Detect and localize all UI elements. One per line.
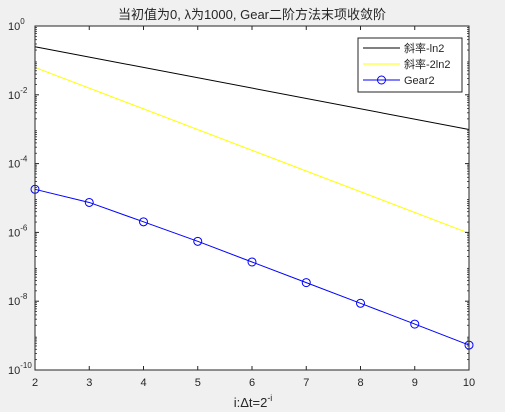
x-tick-label-8: 10 [463, 377, 475, 389]
legend-marker-gear2 [377, 75, 386, 85]
y-tick-label-mantissa: 10 [8, 159, 20, 171]
series-2-point-7 [410, 319, 420, 329]
x-axis-label-main: i:Δt=2 [234, 395, 268, 410]
y-tick-label-mantissa: 10 [8, 227, 20, 239]
y-tick-label-mantissa: 10 [8, 365, 20, 377]
series-2-point-5 [301, 278, 311, 288]
y-tick-label-0: 100 [8, 17, 25, 33]
series-2-line [34, 188, 470, 346]
legend-label-gear2: Gear2 [404, 75, 435, 87]
y-tick-label-exponent: -10 [20, 361, 32, 370]
x-tick-label-0: 2 [32, 377, 38, 389]
series-2-point-3 [193, 236, 203, 246]
chart-title: 当初值为0, λ为1000, Gear二阶方法末项收敛阶 [118, 7, 386, 22]
y-tick-label-2: 10-4 [8, 155, 28, 171]
x-tick-label-2: 4 [140, 377, 146, 389]
y-tick-label-5: 10-10 [8, 361, 32, 377]
series-2-point-4 [247, 257, 257, 267]
y-tick-label-mantissa: 10 [8, 90, 20, 102]
y-tick-label-4: 10-8 [8, 292, 28, 308]
legend: 斜率-ln2 斜率-2ln2 Gear2 [357, 37, 463, 93]
series-2-point-2 [139, 217, 148, 227]
series-layer [30, 46, 474, 350]
x-tick-label-3: 5 [195, 377, 201, 389]
legend-box [357, 37, 463, 93]
y-tick-label-1: 10-2 [8, 86, 28, 102]
y-tick-label-exponent: -2 [20, 86, 28, 95]
y-tick-label-mantissa: 10 [8, 21, 20, 33]
series-1-line [34, 66, 470, 234]
x-tick-label-1: 3 [86, 377, 92, 389]
y-tick-label-3: 10-6 [8, 223, 28, 239]
x-tick-label-6: 8 [357, 377, 363, 389]
series-2-point-6 [356, 298, 365, 308]
x-axis-label: i:Δt=2-i [234, 393, 273, 410]
y-tick-label-mantissa: 10 [8, 296, 20, 308]
legend-label-slope-2ln2: 斜率-2ln2 [404, 57, 450, 71]
series-0-line [34, 46, 470, 130]
y-tick-label-exponent: -6 [20, 223, 28, 232]
x-axis-label-superscript: -i [267, 393, 272, 403]
y-tick-label-exponent: -4 [20, 155, 28, 164]
y-tick-label-exponent: -8 [20, 292, 28, 301]
y-tick-label-exponent: 0 [20, 17, 25, 26]
x-ticks: 2 3 4 5 6 7 8 9 10 [32, 26, 475, 389]
series-2-point-1 [84, 197, 94, 207]
x-tick-label-7: 9 [412, 377, 418, 389]
x-tick-label-5: 7 [303, 377, 309, 389]
x-tick-label-4: 6 [249, 377, 255, 389]
legend-label-slope-ln2: 斜率-ln2 [404, 41, 444, 55]
